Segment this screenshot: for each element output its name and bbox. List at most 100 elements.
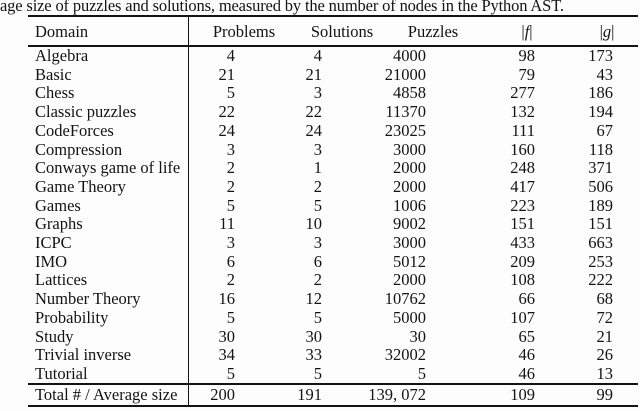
cell-solutions: 33: [305, 345, 323, 365]
cell-g: 13: [596, 363, 614, 383]
cell-f: 417: [510, 176, 535, 196]
cell-f: 111: [511, 120, 535, 140]
cell-puzzles: 3000: [393, 233, 426, 253]
table-row: Game Theory 2 2 2000 417 506: [28, 176, 638, 197]
cell-f: 151: [510, 214, 535, 234]
cell-domain: IMO: [35, 251, 68, 271]
cell-problems: 11: [219, 214, 235, 234]
cell-puzzles: 1006: [393, 195, 426, 215]
table-row: Basic 21 21 21000 79 43: [28, 64, 638, 85]
table-row: Classic puzzles 22 22 11370 132 194: [28, 102, 638, 122]
cell-filler: [613, 197, 638, 216]
cell-puzzles: 3000: [393, 139, 426, 159]
table-row: ICPC 3 3 3000 433 663: [28, 233, 638, 253]
cell-domain: Game Theory: [35, 176, 126, 196]
cell-puzzles: 11370: [385, 102, 426, 122]
cell-f: 277: [510, 83, 535, 103]
cell-f: 248: [510, 158, 535, 178]
cell-g: 72: [596, 307, 614, 327]
column-header-problems: Problems: [212, 22, 276, 41]
cell-filler: [613, 234, 638, 253]
table-row: Chess 5 3 4858 277 186: [28, 84, 638, 103]
table-row: Lattices 2 2 2000 108 222: [28, 271, 638, 290]
cell-filler: [613, 346, 638, 365]
cell-g: 371: [588, 158, 613, 178]
cell-solutions: 5: [313, 363, 322, 383]
cell-filler: [613, 328, 638, 347]
cell-problems: 5: [226, 195, 235, 215]
cell-domain: Graphs: [35, 214, 83, 234]
table-row: Trivial inverse 34 33 32002 46 26: [28, 346, 638, 365]
cell-domain: Basic: [35, 64, 72, 84]
cell-problems: 200: [210, 385, 235, 404]
cell-f: 98: [518, 46, 536, 65]
cell-g: 663: [588, 233, 613, 253]
cell-solutions: 2: [313, 176, 322, 196]
column-separator-line: [188, 15, 190, 407]
cell-filler: [613, 122, 638, 141]
cell-problems: 3: [226, 233, 235, 253]
cell-domain: Number Theory: [35, 289, 141, 309]
cell-filler: [613, 66, 638, 85]
cell-f: 109: [510, 385, 535, 404]
cell-filler: [613, 141, 638, 160]
cell-problems: 21: [218, 64, 236, 84]
cell-domain: Total # / Average size: [35, 385, 178, 404]
column-header-puzzles: Puzzles: [407, 22, 459, 41]
table-row: Algebra 4 4 4000 98 173: [28, 46, 638, 66]
cell-puzzles: 10762: [384, 289, 426, 309]
cell-f: 65: [518, 326, 536, 346]
cell-solutions: 4: [313, 46, 322, 65]
cell-problems: 5: [226, 307, 235, 327]
cell-domain: Tutorial: [35, 363, 88, 383]
table-row: Graphs 11 10 9002 151 151: [28, 215, 638, 234]
table-header-rule: [28, 45, 638, 47]
cell-solutions: 12: [305, 289, 323, 309]
table-row: Conways game of life 2 1 2000 248 371: [28, 159, 638, 178]
cell-g: 43: [596, 64, 614, 84]
cell-filler: [613, 84, 638, 103]
cell-solutions: 10: [305, 214, 323, 234]
cell-puzzles: 4858: [393, 83, 426, 103]
cell-g: 194: [588, 102, 613, 122]
cell-g: 253: [588, 251, 613, 271]
cell-filler: [613, 290, 638, 309]
column-header-domain: Domain: [35, 22, 89, 41]
cell-domain: Compression: [35, 139, 123, 159]
cell-g: 151: [588, 214, 613, 234]
table-row: Games 5 5 1006 223 189: [28, 195, 638, 216]
table-row: CodeForces 24 24 23025 111 67: [28, 120, 638, 141]
cell-solutions: 3: [313, 233, 322, 253]
cell-f: 160: [510, 139, 535, 159]
cell-problems: 34: [218, 345, 236, 365]
cell-solutions: 5: [313, 195, 322, 215]
cell-puzzles: 32002: [384, 345, 426, 365]
cell-problems: 2: [226, 176, 235, 196]
cell-solutions: 1: [313, 158, 322, 178]
cell-g: 26: [596, 345, 614, 365]
cell-f: 223: [510, 195, 535, 215]
cell-domain: Probability: [35, 307, 109, 327]
cell-g: 222: [588, 270, 613, 290]
table-row: Study 30 30 30 65 21: [28, 326, 638, 347]
cell-domain: Classic puzzles: [35, 102, 137, 122]
cell-solutions: 5: [313, 307, 322, 327]
cell-puzzles: 5: [417, 363, 426, 383]
cell-domain: CodeForces: [35, 120, 114, 140]
cell-puzzles: 4000: [393, 46, 426, 65]
cell-g: 99: [596, 385, 614, 404]
cell-problems: 3: [226, 139, 235, 159]
table-row: Number Theory 16 12 10762 66 68: [28, 289, 638, 309]
cell-problems: 5: [226, 83, 235, 103]
cell-puzzles: 2000: [393, 176, 426, 196]
cell-domain: ICPC: [35, 233, 72, 253]
cell-g: 68: [596, 289, 614, 309]
cell-puzzles: 9002: [393, 214, 426, 234]
cell-filler: [613, 309, 638, 328]
cell-domain: Games: [35, 195, 81, 215]
cell-filler: [613, 385, 638, 404]
cell-puzzles: 23025: [384, 120, 426, 140]
column-header-f: |f|: [521, 22, 533, 41]
cell-filler: [613, 103, 638, 122]
